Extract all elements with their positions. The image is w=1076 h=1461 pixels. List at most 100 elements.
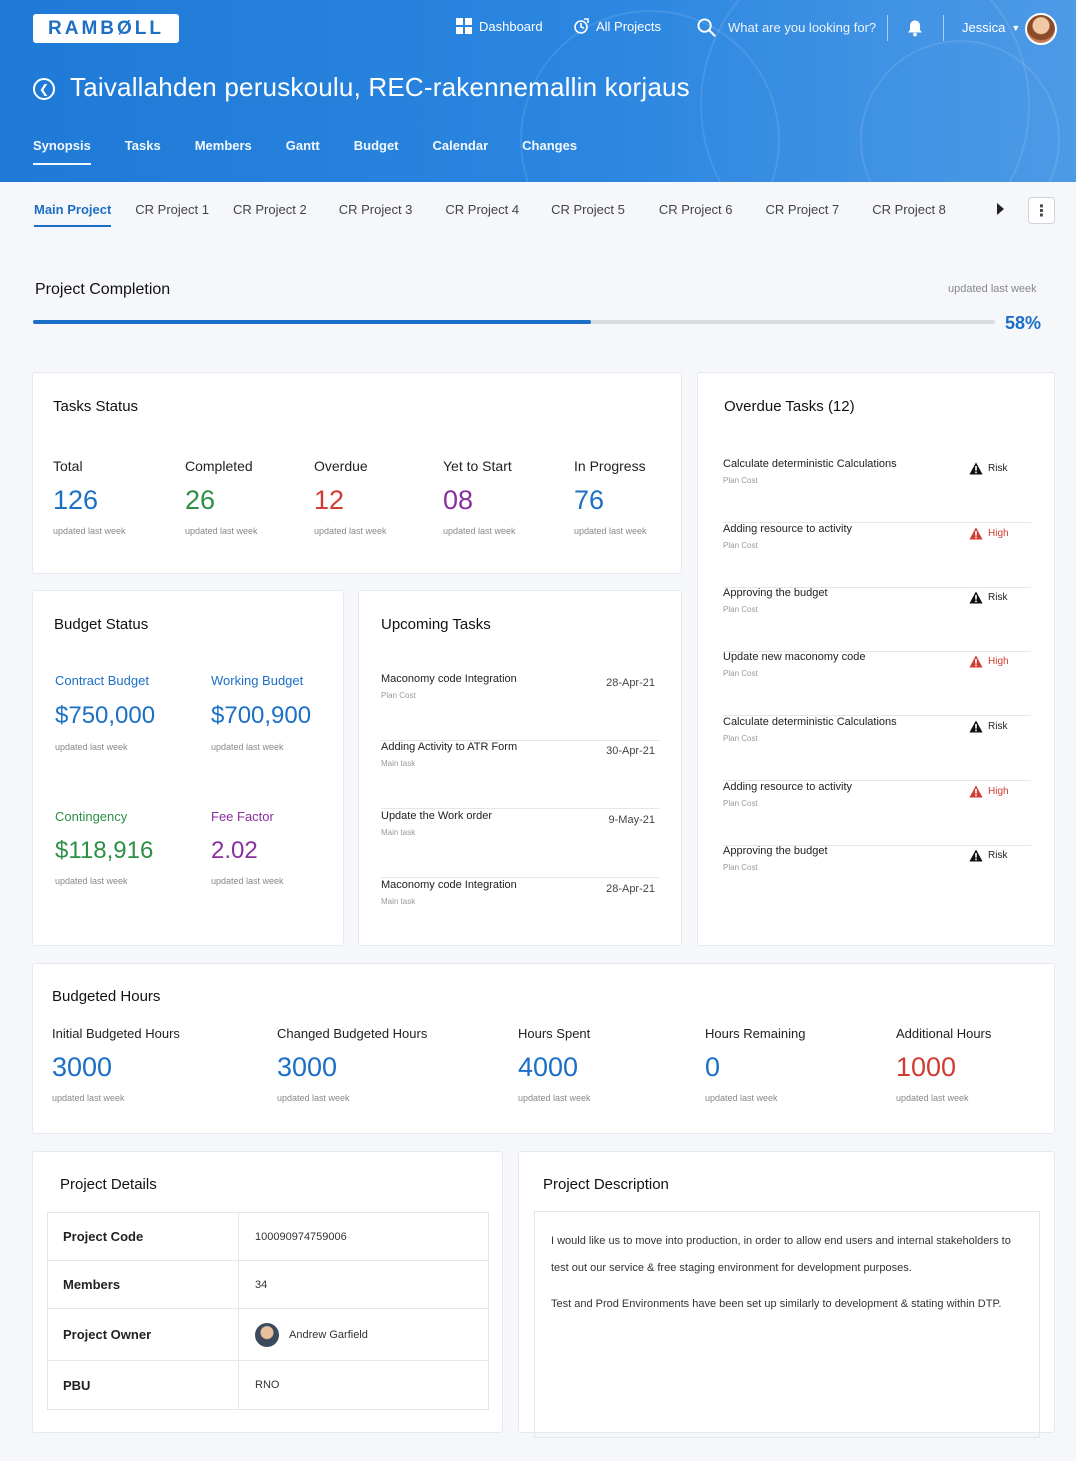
task-type: Main task xyxy=(381,897,416,906)
status-badge: Risk xyxy=(969,591,1007,604)
task-name: Adding Activity to ATR Form xyxy=(381,741,518,753)
tab-calendar[interactable]: Calendar xyxy=(432,138,489,153)
metric-updated: updated last week xyxy=(211,742,284,752)
completion-updated: updated last week xyxy=(948,283,1037,295)
metric-updated: updated last week xyxy=(277,1093,350,1103)
project-subtabs: Main Project CR Project 1 CR Project 2 C… xyxy=(34,202,970,227)
metric-label: Total xyxy=(53,458,83,474)
user-name: Jessica xyxy=(962,20,1006,35)
task-date: 28-Apr-21 xyxy=(606,883,655,895)
budget-status-card: Budget Status Contract Budget $750,000 u… xyxy=(32,590,344,946)
list-item[interactable]: Adding resource to activity Plan Cost High xyxy=(723,781,1031,846)
list-item[interactable]: Update the Work order Main task 9-May-21 xyxy=(381,810,659,878)
avatar[interactable] xyxy=(1025,13,1057,45)
subtab-cr-project-6[interactable]: CR Project 6 xyxy=(658,202,733,217)
working-budget-label: Working Budget xyxy=(211,673,304,688)
tab-changes[interactable]: Changes xyxy=(522,138,578,153)
task-date: 30-Apr-21 xyxy=(606,745,655,757)
task-type: Plan Cost xyxy=(723,541,758,550)
task-type: Plan Cost xyxy=(381,691,416,700)
task-name: Approving the budget xyxy=(723,845,828,857)
task-name: Approving the budget xyxy=(723,587,828,599)
nav-all-projects[interactable]: All Projects xyxy=(573,18,661,34)
metric-value: 12 xyxy=(314,485,345,515)
metric-updated: updated last week xyxy=(443,526,516,536)
metric-updated: updated last week xyxy=(705,1093,778,1103)
subtab-cr-project-3[interactable]: CR Project 3 xyxy=(338,202,413,217)
tab-budget[interactable]: Budget xyxy=(353,138,399,153)
back-button[interactable]: ❮ xyxy=(33,78,55,100)
main-tabs: Synopsis Tasks Members Gantt Budget Cale… xyxy=(33,138,611,165)
status-badge: High xyxy=(969,655,1009,668)
subtab-cr-project-8[interactable]: CR Project 8 xyxy=(872,202,946,217)
task-type: Plan Cost xyxy=(723,605,758,614)
user-menu[interactable]: Jessica ▼ xyxy=(962,20,1020,35)
projects-icon xyxy=(574,18,589,34)
tab-tasks[interactable]: Tasks xyxy=(124,138,161,153)
tab-gantt[interactable]: Gantt xyxy=(285,138,320,153)
metric-updated: updated last week xyxy=(211,876,284,886)
metric-value: 08 xyxy=(443,485,474,515)
warning-icon xyxy=(969,527,983,540)
owner-name[interactable]: Andrew Garfield xyxy=(289,1328,368,1341)
task-type: Plan Cost xyxy=(723,799,758,808)
status-badge: Risk xyxy=(969,462,1007,475)
list-item[interactable]: Maconomy code Integration Main task 28-Apr… xyxy=(381,879,659,947)
metric-updated: updated last week xyxy=(185,526,258,536)
metric-updated: updated last week xyxy=(574,526,647,536)
task-type: Plan Cost xyxy=(723,669,758,678)
fee-factor-value: 2.02 xyxy=(211,837,258,864)
tasks-status-card: Tasks Status Total 126 updated last week… xyxy=(32,372,682,574)
list-item[interactable]: Approving the budget Plan Cost Risk xyxy=(723,845,1031,910)
task-date: 28-Apr-21 xyxy=(606,677,655,689)
metric-value: 3000 xyxy=(52,1052,113,1082)
divider xyxy=(943,15,944,41)
metric-label: Hours Spent xyxy=(518,1026,591,1041)
list-item[interactable]: Approving the budget Plan Cost Risk xyxy=(723,587,1031,652)
list-item[interactable]: Calculate deterministic Calculations Plan… xyxy=(723,458,1031,523)
search-input[interactable]: What are you looking for? xyxy=(697,18,876,37)
subtab-main-project[interactable]: Main Project xyxy=(34,202,112,227)
tab-members[interactable]: Members xyxy=(194,138,252,153)
task-type: Plan Cost xyxy=(723,476,758,485)
list-item[interactable]: Update new maconomy code Plan Cost High xyxy=(723,651,1031,716)
metric-label: In Progress xyxy=(574,458,646,474)
card-title: Budgeted Hours xyxy=(52,988,161,1005)
list-item[interactable]: Calculate deterministic Calculations Plan… xyxy=(723,716,1031,781)
metric-label: Yet to Start xyxy=(443,458,512,474)
subtab-cr-project-5[interactable]: CR Project 5 xyxy=(551,202,625,217)
nav-dashboard-label: Dashboard xyxy=(479,18,543,34)
bell-icon[interactable] xyxy=(906,19,924,37)
subtab-cr-project-2[interactable]: CR Project 2 xyxy=(233,202,307,217)
contract-budget-value: $750,000 xyxy=(55,702,156,729)
task-name: Calculate deterministic Calculations xyxy=(723,716,897,728)
more-options-button[interactable]: ⋮ xyxy=(1028,197,1055,224)
chevron-left-icon: ❮ xyxy=(38,82,50,96)
subtab-cr-project-4[interactable]: CR Project 4 xyxy=(445,202,520,217)
table-row: Members 34 xyxy=(48,1261,488,1309)
status-badge: Risk xyxy=(969,849,1007,862)
list-item[interactable]: Adding Activity to ATR Form Main task 30-A… xyxy=(381,741,659,809)
list-item[interactable]: Maconomy code Integration Plan Cost 28-Apr… xyxy=(381,673,659,741)
task-type: Main task xyxy=(381,759,416,768)
scroll-right-icon[interactable] xyxy=(997,203,1004,215)
completion-progress-bar xyxy=(33,320,995,324)
project-description-card: Project Description I would like us to m… xyxy=(518,1151,1055,1438)
task-type: Plan Cost xyxy=(723,863,758,872)
dashboard-icon xyxy=(456,18,472,34)
subtab-cr-project-1[interactable]: CR Project 1 xyxy=(135,202,209,217)
list-item[interactable]: Adding resource to activity Plan Cost High xyxy=(723,523,1031,588)
badge-label: High xyxy=(988,528,1009,539)
avatar xyxy=(255,1322,279,1347)
nav-dashboard[interactable]: Dashboard xyxy=(456,18,543,34)
status-badge: Risk xyxy=(969,720,1007,733)
table-row: Project Code 100090974759006 xyxy=(48,1213,488,1261)
task-name: Calculate deterministic Calculations xyxy=(723,458,897,470)
tab-synopsis[interactable]: Synopsis xyxy=(33,138,91,165)
task-date: 9-May-21 xyxy=(608,814,655,826)
page-title: Taivallahden peruskoulu, REC-rakennemall… xyxy=(70,72,690,102)
subtab-cr-project-7[interactable]: CR Project 7 xyxy=(765,202,840,217)
logo[interactable]: RAMBØLL xyxy=(33,14,179,43)
badge-label: Risk xyxy=(988,850,1008,861)
kebab-icon: ⋮ xyxy=(1033,202,1050,220)
